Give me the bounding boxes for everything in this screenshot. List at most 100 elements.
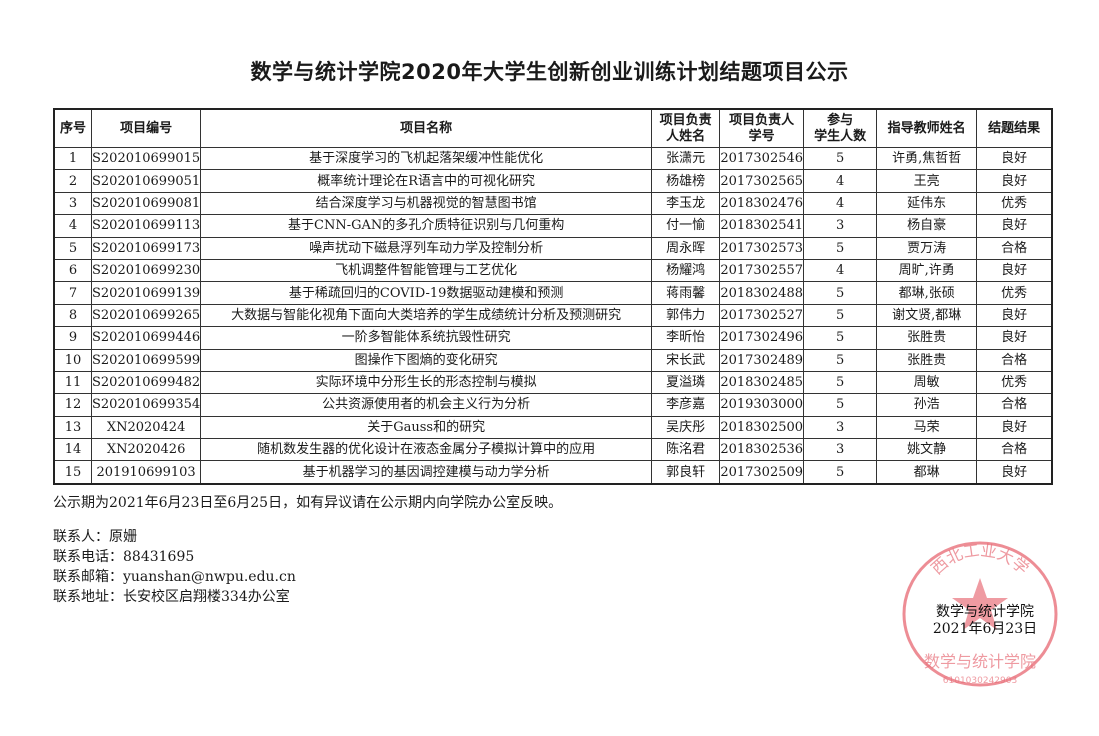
row-number-cell: 7: [53, 281, 92, 305]
project-name-cell: 实际环境中分形生长的形态控制与模拟: [200, 370, 653, 395]
project-name-cell: 关于Gauss和的研究: [200, 415, 653, 440]
project-name-cell: 基于机器学习的基因调控建模与动力学分析: [200, 460, 653, 485]
participant-count-cell: 5: [803, 303, 878, 328]
column-header: 指导教师姓名: [876, 108, 978, 148]
leader-student-id-cell: 2017302509: [719, 460, 805, 485]
project-id-cell: S202010699446: [90, 326, 202, 350]
participant-count-cell: 5: [803, 370, 878, 395]
project-name-cell: 随机数发生器的优化设计在液态金属分子模拟计算中的应用: [200, 438, 653, 462]
table-row: 6 S202010699230 飞机调整件智能管理与工艺优化 杨耀鸿 201730255…: [53, 258, 1053, 283]
table-row: 13 XN2020424 关于Gauss和的研究 吴庆彤 2018302500 3 马荣 良好: [53, 415, 1053, 440]
project-id-cell: S202010699139: [90, 281, 202, 305]
project-id-cell: S202010699599: [90, 348, 202, 372]
result-cell: 良好: [976, 326, 1053, 350]
project-name-cell: 图操作下图熵的变化研究: [200, 348, 653, 372]
advisor-names-cell: 杨自豪: [876, 214, 978, 238]
project-id-cell: S202010699265: [90, 303, 202, 328]
result-cell: 优秀: [976, 191, 1053, 216]
leader-student-id-cell: 2018302476: [719, 191, 805, 216]
leader-student-id-cell: 2018302536: [719, 438, 805, 462]
leader-student-id-cell: 2017302489: [719, 348, 805, 372]
leader-student-id-cell: 2017302496: [719, 326, 805, 350]
table-row: 11 S202010699482 实际环境中分形生长的形态控制与模拟 夏溢璘 20183…: [53, 370, 1053, 395]
row-number-cell: 9: [53, 326, 92, 350]
result-cell: 良好: [976, 258, 1053, 283]
leader-name-cell: 陈洺君: [651, 438, 721, 462]
row-number-cell: 10: [53, 348, 92, 372]
leader-student-id-cell: 2017302557: [719, 258, 805, 283]
official-seal: 数学与统计学院 6101030242903 西北工业大学: [902, 540, 1058, 687]
leader-name-cell: 杨耀鸿: [651, 258, 721, 283]
result-cell: 良好: [976, 303, 1053, 328]
row-number-cell: 5: [53, 236, 92, 260]
advisor-names-cell: 张胜贵: [876, 326, 978, 350]
project-id-cell: S202010699081: [90, 191, 202, 216]
project-id-cell: XN2020426: [90, 438, 202, 462]
result-cell: 优秀: [976, 281, 1053, 305]
signature-date: 2021年6月23日: [932, 621, 1038, 637]
table-row: 12 S202010699354 公共资源使用者的机会主义行为分析 李彦嘉 201930…: [53, 393, 1053, 417]
leader-student-id-cell: 2018302500: [719, 415, 805, 440]
project-name-cell: 噪声扰动下磁悬浮列车动力学及控制分析: [200, 236, 653, 260]
advisor-names-cell: 谢文贤,都琳: [876, 303, 978, 328]
leader-student-id-cell: 2017302573: [719, 236, 805, 260]
row-number-cell: 2: [53, 169, 92, 193]
project-id-cell: S202010699015: [90, 146, 202, 171]
advisor-names-cell: 贾万涛: [876, 236, 978, 260]
project-id-cell: XN2020424: [90, 415, 202, 440]
table-row: 5 S202010699173 噪声扰动下磁悬浮列车动力学及控制分析 周永晖 20173…: [53, 236, 1053, 260]
participant-count-cell: 5: [803, 460, 878, 485]
leader-student-id-cell: 2018302485: [719, 370, 805, 395]
row-number-cell: 15: [53, 460, 92, 485]
table-row: 14 XN2020426 随机数发生器的优化设计在液态金属分子模拟计算中的应用 陈洺君…: [53, 438, 1053, 462]
result-cell: 合格: [976, 438, 1053, 462]
contact-info: 联系人：原姗 联系电话：88431695 联系邮箱：yuanshan@nwpu.…: [53, 527, 296, 607]
participant-count-cell: 3: [803, 214, 878, 238]
column-header: 项目编号: [90, 108, 202, 148]
leader-student-id-cell: 2017302565: [719, 169, 805, 193]
contact-email: 联系邮箱：yuanshan@nwpu.edu.cn: [53, 569, 296, 585]
row-number-cell: 8: [53, 303, 92, 328]
leader-name-cell: 吴庆彤: [651, 415, 721, 440]
advisor-names-cell: 延伟东: [876, 191, 978, 216]
project-id-cell: S202010699113: [90, 214, 202, 238]
project-name-cell: 基于稀疏回归的COVID-19数据驱动建模和预测: [200, 281, 653, 305]
result-cell: 良好: [976, 146, 1053, 171]
participant-count-cell: 4: [803, 169, 878, 193]
row-number-cell: 6: [53, 258, 92, 283]
leader-student-id-cell: 2017302527: [719, 303, 805, 328]
project-id-cell: S202010699354: [90, 393, 202, 417]
project-name-cell: 飞机调整件智能管理与工艺优化: [200, 258, 653, 283]
advisor-names-cell: 周敏: [876, 370, 978, 395]
signature-block: 数学与统计学院 2021年6月23日: [915, 604, 1055, 638]
participant-count-cell: 5: [803, 236, 878, 260]
project-id-cell: 201910699103: [90, 460, 202, 485]
result-cell: 合格: [976, 236, 1053, 260]
project-name-cell: 大数据与智能化视角下面向大类培养的学生成绩统计分析及预测研究: [200, 303, 653, 328]
result-cell: 优秀: [976, 370, 1053, 395]
project-name-cell: 一阶多智能体系统抗毁性研究: [200, 326, 653, 350]
advisor-names-cell: 孙浩: [876, 393, 978, 417]
star-icon: [952, 578, 1008, 630]
column-header: 项目名称: [200, 108, 653, 148]
project-name-cell: 基于深度学习的飞机起落架缓冲性能优化: [200, 146, 653, 171]
table-row: 10 S202010699599 图操作下图熵的变化研究 宋长武 2017302489 5…: [53, 348, 1053, 372]
result-cell: 合格: [976, 348, 1053, 372]
leader-name-cell: 付一愉: [651, 214, 721, 238]
table-row: 4 S202010699113 基于CNN-GAN的多孔介质特征识别与几何重构 付一愉…: [53, 214, 1053, 238]
leader-name-cell: 李昕怡: [651, 326, 721, 350]
result-cell: 良好: [976, 169, 1053, 193]
table-row: 2 S202010699051 概率统计理论在R语言中的可视化研究 杨雄榜 201730…: [53, 169, 1053, 193]
notice-text: 公示期为2021年6月23日至6月25日，如有异议请在公示期内向学院办公室反映。: [53, 495, 563, 511]
table-row: 7 S202010699139 基于稀疏回归的COVID-19数据驱动建模和预测 蒋雨…: [53, 281, 1053, 305]
leader-name-cell: 杨雄榜: [651, 169, 721, 193]
seal-ring: [902, 541, 1058, 687]
table-row: 8 S202010699265 大数据与智能化视角下面向大类培养的学生成绩统计分析及…: [53, 303, 1053, 328]
leader-student-id-cell: 2018302488: [719, 281, 805, 305]
contact-address: 联系地址：长安校区启翔楼334办公室: [53, 589, 290, 605]
participant-count-cell: 5: [803, 326, 878, 350]
result-cell: 良好: [976, 214, 1053, 238]
seal-code: 6101030242903: [943, 676, 1017, 686]
row-number-cell: 14: [53, 438, 92, 462]
leader-student-id-cell: 2018302541: [719, 214, 805, 238]
